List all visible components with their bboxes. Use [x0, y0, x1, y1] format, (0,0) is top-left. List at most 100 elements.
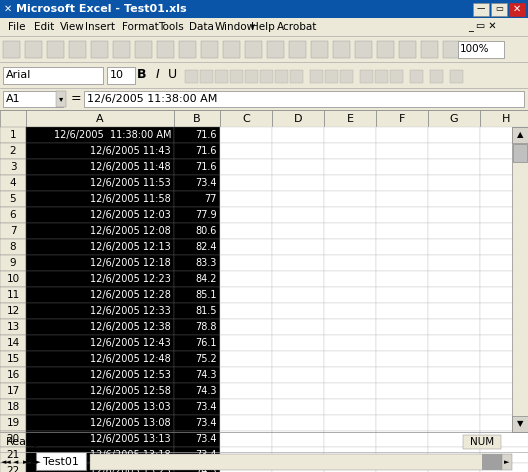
Text: 76.1: 76.1: [195, 338, 217, 348]
Bar: [272, 159, 324, 175]
Bar: [463, 435, 501, 449]
Bar: [26, 383, 174, 399]
Bar: [91, 41, 108, 58]
Text: 12/6/2005 13:08: 12/6/2005 13:08: [90, 418, 171, 428]
Bar: [0, 223, 26, 239]
Bar: [324, 399, 376, 415]
Bar: [26, 431, 174, 447]
Bar: [220, 351, 272, 367]
Text: I: I: [156, 68, 160, 82]
Bar: [26, 463, 174, 472]
Bar: [3, 91, 63, 107]
Text: 12/6/2005 12:03: 12/6/2005 12:03: [90, 210, 171, 220]
Bar: [220, 287, 272, 303]
Text: 12/6/2005 12:28: 12/6/2005 12:28: [90, 290, 171, 300]
Bar: [428, 447, 480, 463]
Bar: [0, 303, 26, 319]
Bar: [473, 3, 489, 16]
Bar: [174, 463, 220, 472]
Bar: [333, 41, 350, 58]
Bar: [0, 159, 26, 175]
Bar: [428, 287, 480, 303]
Bar: [272, 367, 324, 383]
Bar: [324, 319, 376, 335]
Bar: [260, 70, 273, 83]
Bar: [272, 207, 324, 223]
Bar: [174, 367, 220, 383]
Text: 10: 10: [110, 70, 124, 80]
Bar: [428, 271, 480, 287]
Bar: [290, 70, 303, 83]
Bar: [220, 463, 272, 472]
Bar: [324, 303, 376, 319]
Bar: [376, 415, 428, 431]
Text: 3: 3: [10, 162, 16, 172]
Bar: [275, 70, 288, 83]
Bar: [174, 191, 220, 207]
Text: 84.2: 84.2: [195, 274, 217, 284]
Text: Format: Format: [121, 22, 158, 32]
Text: 14: 14: [6, 338, 20, 348]
Bar: [0, 191, 26, 207]
Text: =: =: [71, 93, 81, 106]
Text: 4: 4: [10, 178, 16, 188]
Bar: [0, 271, 26, 287]
Bar: [272, 255, 324, 271]
Text: Arial: Arial: [6, 70, 31, 80]
Text: 12/6/2005 12:43: 12/6/2005 12:43: [90, 338, 171, 348]
Bar: [480, 383, 528, 399]
Bar: [174, 159, 220, 175]
Text: 78.8: 78.8: [195, 322, 217, 332]
Bar: [3, 67, 103, 84]
Text: 74.3: 74.3: [195, 370, 217, 380]
Bar: [220, 239, 272, 255]
Bar: [480, 431, 528, 447]
Bar: [26, 143, 174, 159]
Bar: [428, 303, 480, 319]
Bar: [272, 239, 324, 255]
Bar: [324, 335, 376, 351]
Bar: [428, 351, 480, 367]
Bar: [174, 351, 220, 367]
Bar: [0, 287, 26, 303]
Bar: [324, 463, 376, 472]
Text: 12/6/2005 11:43: 12/6/2005 11:43: [90, 146, 171, 156]
Bar: [376, 351, 428, 367]
Text: 81.5: 81.5: [195, 306, 217, 316]
Text: 71.6: 71.6: [195, 162, 217, 172]
Text: 83.3: 83.3: [196, 258, 217, 268]
Text: Help: Help: [251, 22, 275, 32]
Bar: [480, 110, 528, 127]
Text: 12/6/2005 13:03: 12/6/2005 13:03: [90, 402, 171, 412]
Bar: [480, 255, 528, 271]
Text: Ready: Ready: [6, 437, 41, 447]
Bar: [272, 223, 324, 239]
Bar: [47, 41, 64, 58]
Text: Tools: Tools: [158, 22, 184, 32]
Bar: [0, 351, 26, 367]
Bar: [0, 127, 26, 143]
Bar: [174, 175, 220, 191]
Bar: [3, 41, 20, 58]
Text: File: File: [8, 22, 25, 32]
Bar: [324, 351, 376, 367]
Text: 20: 20: [6, 434, 20, 444]
Text: 74.3: 74.3: [195, 386, 217, 396]
Bar: [428, 383, 480, 399]
Bar: [0, 18, 528, 36]
Bar: [69, 41, 86, 58]
Bar: [272, 447, 324, 463]
Bar: [272, 143, 324, 159]
Bar: [509, 3, 525, 16]
Text: 73.4: 73.4: [195, 450, 217, 460]
Bar: [135, 41, 152, 58]
Text: Microsoft Excel - Test01.xls: Microsoft Excel - Test01.xls: [16, 4, 186, 14]
Bar: [174, 271, 220, 287]
Text: 73.4: 73.4: [195, 178, 217, 188]
Bar: [174, 335, 220, 351]
Bar: [376, 223, 428, 239]
Text: 74.3: 74.3: [195, 466, 217, 472]
Text: 19: 19: [6, 418, 20, 428]
Bar: [220, 175, 272, 191]
Text: 100%: 100%: [460, 44, 489, 54]
